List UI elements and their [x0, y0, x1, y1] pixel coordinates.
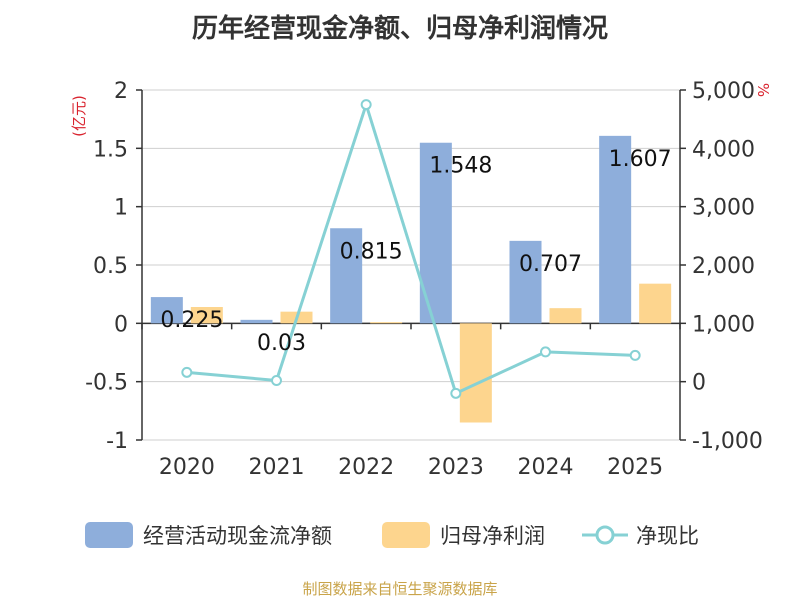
legend-label-cash-flow: 经营活动现金流净额	[143, 524, 332, 548]
left-tick-label: 0	[114, 312, 128, 337]
line-cash-ratio	[186, 99, 636, 396]
point-cash-ratio	[271, 375, 282, 386]
x-tick-label: 2025	[607, 455, 663, 480]
data-label-cash-flow: 0.815	[340, 239, 403, 264]
legend-swatch-cash-flow	[85, 522, 133, 548]
data-label-cash-flow: 0.225	[160, 308, 223, 333]
data-label-cash-flow: 1.548	[429, 154, 492, 179]
left-tick-label: -1	[106, 429, 128, 454]
chart-title: 历年经营现金净额、归母净利润情况	[191, 14, 608, 44]
x-tick-label: 2021	[249, 455, 305, 480]
bar-net-profit	[190, 307, 223, 324]
point-cash-ratio	[360, 99, 372, 111]
point-cash-ratio	[181, 366, 193, 378]
bar-cash-flow	[599, 135, 632, 324]
bar-net-profit	[370, 322, 403, 324]
data-label-cash-flow: 0.03	[257, 331, 306, 356]
legend-item-net-profit[interactable]: 归母净利润	[382, 519, 545, 551]
left-tick-label: -0.5	[85, 371, 128, 396]
x-tick-label: 2020	[159, 455, 215, 480]
point-cash-ratio	[540, 346, 551, 358]
data-label-cash-flow: 1.607	[609, 147, 672, 172]
left-tick-label: 1.5	[93, 137, 128, 162]
right-tick-label: -1,000	[692, 429, 763, 454]
legend-item-cash-ratio[interactable]: 净现比	[582, 519, 699, 551]
right-tick-label: 2,000	[692, 254, 755, 279]
point-cash-ratio	[450, 387, 462, 399]
right-tick-label: 0	[692, 371, 706, 396]
bar-cash-flow	[509, 240, 542, 324]
right-tick-label: 3,000	[692, 196, 755, 221]
right-axis-unit: %	[754, 83, 772, 97]
x-tick-label: 2024	[518, 455, 574, 480]
legend-label-cash-ratio: 净现比	[636, 524, 699, 548]
x-tick-label: 2023	[428, 455, 484, 480]
legend-swatch-net-profit	[382, 522, 430, 548]
right-tick-label: 5,000	[692, 79, 755, 104]
bar-cash-flow	[330, 228, 363, 324]
legend-item-cash-flow[interactable]: 经营活动现金流净额	[85, 519, 332, 551]
legend-label-net-profit: 归母净利润	[440, 524, 545, 548]
source-text: 制图数据来自恒生聚源数据库	[302, 580, 498, 598]
left-axis-unit: (亿元)	[70, 95, 88, 137]
bar-cash-flow	[150, 297, 183, 324]
bar-net-profit	[549, 308, 582, 324]
left-tick-label: 0.5	[93, 254, 128, 279]
left-tick-label: 1	[114, 196, 128, 221]
bar-net-profit	[639, 283, 672, 324]
right-tick-label: 1,000	[692, 312, 755, 337]
bar-cash-flow	[240, 319, 273, 324]
right-tick-label: 4,000	[692, 137, 755, 162]
bar-net-profit	[459, 323, 492, 423]
data-label-cash-flow: 0.707	[519, 252, 582, 277]
left-tick-label: 2	[114, 79, 128, 104]
point-cash-ratio	[629, 349, 641, 361]
legend-swatch-cash-ratio	[582, 522, 628, 548]
x-tick-label: 2022	[338, 455, 394, 480]
